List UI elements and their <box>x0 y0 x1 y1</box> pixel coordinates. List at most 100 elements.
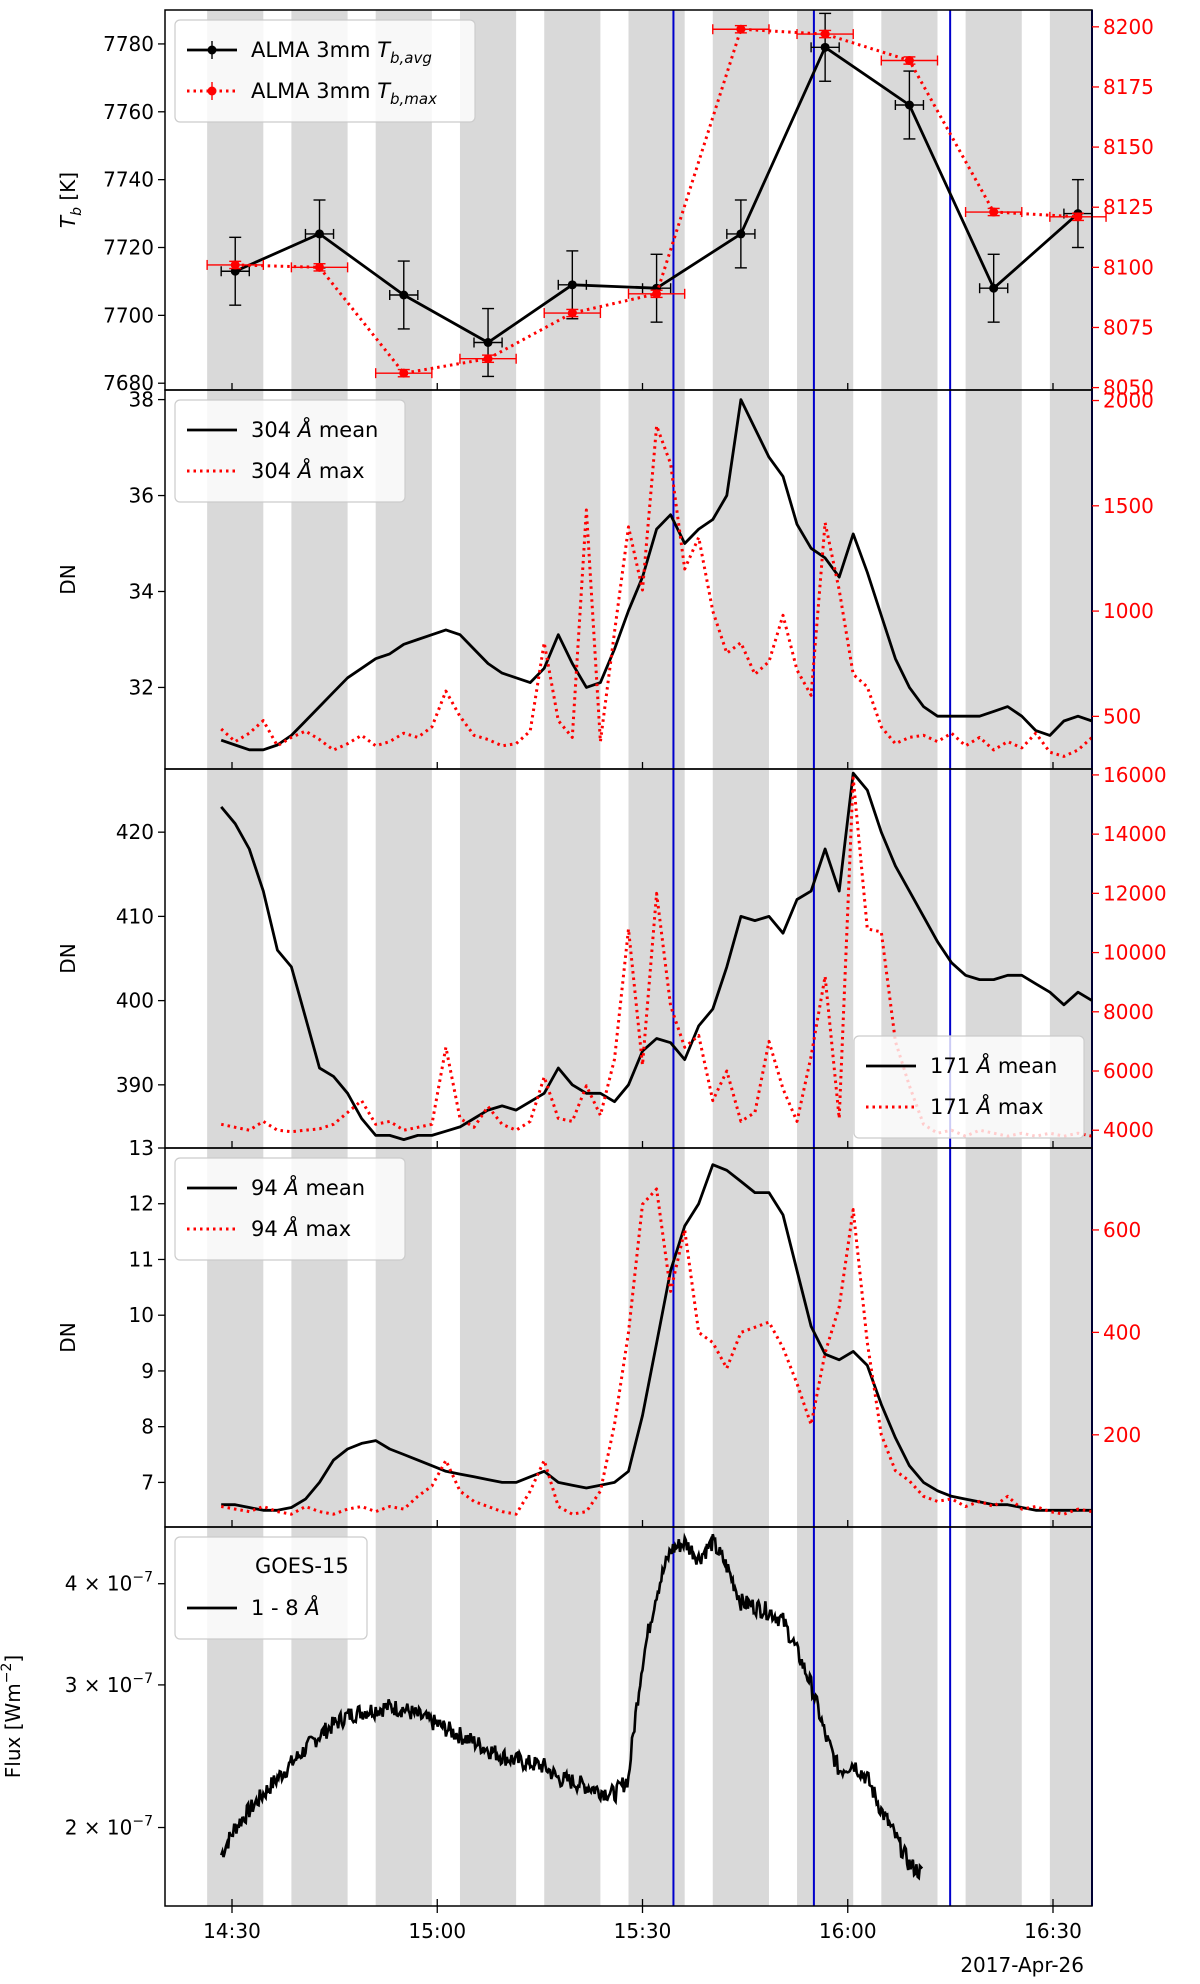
data-marker <box>315 229 324 239</box>
y-tick-label: 32 <box>129 675 154 699</box>
y-tick-label: 9 <box>141 1359 154 1383</box>
aia171-series-left <box>220 771 1093 1141</box>
data-point <box>880 55 939 66</box>
y-tick-label: 7760 <box>103 100 154 124</box>
data-marker <box>315 262 324 272</box>
y-tick-label: 34 <box>129 579 154 603</box>
y-tick-label: 7700 <box>103 303 154 327</box>
ticks-aia94: 7 8 9 10 11 12 13 200 400 600 DN <box>56 1136 1141 1494</box>
legend-box <box>853 1035 1085 1139</box>
legend-box <box>174 19 476 123</box>
legend-marker <box>207 86 217 96</box>
legend-label: 304 Å max <box>251 457 365 483</box>
y-tick-label: 7 <box>141 1470 154 1494</box>
legend-title: GOES-15 <box>255 1554 349 1578</box>
y-tick-label-right: 10000 <box>1103 941 1167 965</box>
shaded-band <box>881 10 938 1906</box>
y-tick-label-right: 12000 <box>1103 881 1167 905</box>
x-tick-label: 14:30 <box>203 1919 261 1943</box>
legend-label: 94 Å mean <box>251 1174 365 1200</box>
y-tick-label-right: 8150 <box>1103 135 1154 159</box>
shaded-band <box>965 10 1022 1906</box>
y-axis-label: DN <box>56 943 80 973</box>
legend-label: 304 Å mean <box>251 416 378 442</box>
data-point <box>796 29 854 40</box>
legend-label: 171 Å max <box>930 1093 1044 1119</box>
data-point <box>206 259 265 270</box>
shaded-band <box>1049 10 1092 1906</box>
y-axis-label: DN <box>56 564 80 594</box>
data-point <box>726 199 756 269</box>
legend-goes: GOES-15 1 - 8 Å <box>174 1536 368 1640</box>
legend-aia304: 304 Å mean 304 Å max <box>174 399 406 503</box>
alma-series-right <box>206 24 1107 379</box>
data-point <box>459 353 517 364</box>
data-point <box>627 288 686 299</box>
data-marker <box>820 42 830 52</box>
y-tick-label-right: 1500 <box>1103 494 1154 518</box>
data-point <box>374 368 433 379</box>
panel-frame-goes <box>164 1526 1093 1907</box>
legend-marker <box>207 45 217 55</box>
y-tick-label: 7740 <box>103 168 154 192</box>
data-marker <box>904 56 914 66</box>
y-tick-label: 7680 <box>103 371 154 395</box>
y-tick-label-right: 8050 <box>1103 376 1154 400</box>
legends: ALMA 3mm Tb,avg ALMA 3mm Tb,max 304 Å mean… <box>174 19 1085 1640</box>
goes-flux-line <box>219 1532 924 1881</box>
data-marker <box>483 354 493 364</box>
y-tick-label: 390 <box>116 1073 154 1097</box>
data-marker <box>567 280 577 290</box>
y-tick-label-right: 8075 <box>1103 315 1154 339</box>
data-point <box>894 70 925 140</box>
y-tick-label: 420 <box>116 820 154 844</box>
legend-label: 171 Å mean <box>930 1052 1057 1078</box>
shaded-band <box>459 10 517 1906</box>
ticks-alma: 7680 7700 7720 7740 7760 7780 8050 8075 8100 8125… <box>56 15 1154 400</box>
y-tick-label-right: 600 <box>1103 1218 1141 1242</box>
shaded-band <box>797 10 854 1906</box>
shaded-intervals <box>207 10 1092 1906</box>
data-marker <box>399 290 409 300</box>
data-marker <box>483 338 493 347</box>
data-point <box>810 12 840 82</box>
y-tick-label-right: 16000 <box>1103 763 1167 787</box>
data-point <box>978 253 1009 323</box>
y-tick-label-right: 1000 <box>1103 599 1154 623</box>
data-point <box>1049 211 1107 222</box>
legend-label: 94 Å max <box>251 1215 351 1241</box>
legend-box <box>174 399 406 503</box>
legend-aia94: 94 Å mean 94 Å max <box>174 1157 406 1261</box>
y-tick-label: 8 <box>141 1415 154 1439</box>
x-tick-label: 16:30 <box>1024 1919 1082 1943</box>
panel-alma <box>206 12 1107 379</box>
data-point <box>389 260 419 330</box>
y-tick-label-right: 8125 <box>1103 195 1154 219</box>
y-tick-label: 7780 <box>103 32 154 56</box>
x-tick-label: 16:00 <box>819 1919 877 1943</box>
data-marker <box>567 308 577 318</box>
data-marker <box>399 368 409 378</box>
x-tick-label: 15:30 <box>614 1919 672 1943</box>
y-tick-label: 2 × 10−7 <box>65 1814 153 1840</box>
y-tick-label: 410 <box>116 904 154 928</box>
data-marker <box>989 283 999 293</box>
data-marker <box>230 260 240 270</box>
y-tick-label-right: 400 <box>1103 1320 1141 1344</box>
y-tick-label: 10 <box>129 1303 154 1327</box>
data-point <box>290 262 349 273</box>
aia304-series-left <box>220 398 1093 752</box>
x-axis: 14:30 15:00 15:30 16:00 16:30 <box>203 383 1082 1943</box>
ticks-aia171: 390 400 410 420 4000 6000 8000 10000 12000 14000 1… <box>56 763 1167 1142</box>
y-tick-label-right: 8175 <box>1103 75 1154 99</box>
data-marker <box>736 24 746 34</box>
y-tick-label-right: 14000 <box>1103 822 1167 846</box>
aia304-mean-line <box>220 398 1093 752</box>
data-point <box>473 307 503 378</box>
panel-frames <box>164 9 1093 1907</box>
legend-box <box>174 1157 406 1261</box>
shaded-band <box>712 10 769 1906</box>
y-tick-label-right: 2000 <box>1103 389 1154 413</box>
aia94-mean-line <box>221 1163 1092 1512</box>
